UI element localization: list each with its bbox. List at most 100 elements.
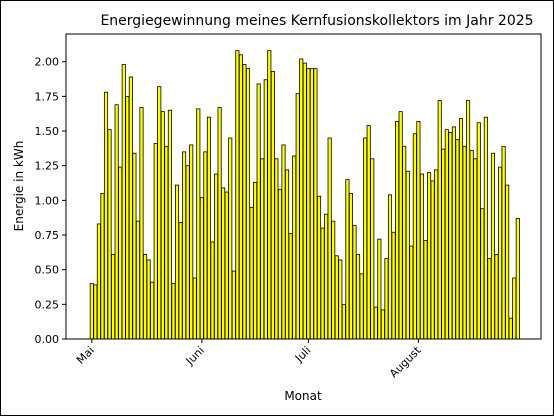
bar	[466, 100, 471, 340]
bar	[150, 281, 155, 340]
bar	[505, 184, 510, 340]
bar	[458, 118, 464, 340]
plot-frame	[65, 33, 542, 340]
bar	[334, 255, 339, 340]
bar	[384, 258, 389, 340]
bar	[356, 254, 361, 340]
x-tick-label: Mai	[74, 344, 97, 367]
bar	[473, 158, 478, 340]
bar	[490, 152, 495, 340]
x-tick-label: Juni	[183, 344, 207, 368]
bar	[309, 68, 314, 340]
bar	[132, 152, 137, 340]
bar	[455, 138, 460, 340]
bar	[281, 144, 286, 340]
chart-title: Energiegewinnung meines Kernfusionskolle…	[100, 13, 533, 29]
bar	[480, 208, 485, 340]
bar	[249, 206, 254, 340]
bar	[171, 283, 176, 340]
bar	[306, 68, 311, 340]
bar	[451, 126, 456, 340]
bars-layer	[89, 50, 520, 340]
bar	[515, 217, 520, 340]
bar	[469, 150, 474, 340]
bar	[128, 76, 133, 340]
bar	[285, 169, 290, 340]
bar	[203, 151, 208, 340]
bar	[423, 240, 428, 340]
bar	[299, 58, 304, 340]
bar	[327, 137, 332, 340]
bar	[476, 122, 481, 340]
bar	[498, 166, 503, 340]
bar	[103, 91, 109, 340]
bar	[338, 259, 343, 340]
bar	[380, 309, 385, 340]
bar	[157, 86, 162, 340]
bar	[348, 193, 353, 340]
bar	[256, 83, 261, 340]
y-tick-label: 2.00	[35, 56, 60, 69]
bar	[214, 173, 219, 340]
bar	[363, 137, 368, 340]
bar	[462, 145, 467, 340]
bar	[206, 116, 211, 340]
bar	[352, 224, 357, 340]
bar	[174, 184, 180, 340]
y-tick-label: 0.00	[35, 333, 60, 346]
x-tick-label: August	[387, 343, 424, 380]
bar	[427, 172, 432, 340]
bar	[274, 158, 279, 340]
bar	[238, 54, 243, 340]
bar	[93, 284, 98, 340]
bar	[483, 116, 488, 340]
bar	[377, 238, 382, 340]
bar	[196, 108, 201, 340]
bar	[139, 107, 144, 340]
bar	[228, 137, 233, 340]
bar	[153, 143, 158, 340]
bar	[437, 100, 442, 340]
bar	[107, 129, 112, 340]
bar	[331, 220, 336, 340]
bar	[185, 165, 190, 340]
bar	[370, 158, 375, 340]
bar	[441, 148, 446, 340]
bar	[402, 145, 407, 340]
bar	[512, 277, 517, 340]
y-tick-label: 0.75	[35, 229, 60, 242]
y-tick-label: 1.75	[35, 90, 60, 103]
bar	[419, 173, 424, 340]
bar	[114, 104, 119, 340]
y-tick-label: 1.00	[35, 194, 60, 207]
bar	[260, 158, 265, 340]
bar	[359, 273, 364, 340]
bar	[487, 258, 492, 340]
bar	[164, 145, 169, 340]
bar	[270, 71, 275, 340]
bar	[135, 220, 140, 340]
bar	[125, 95, 130, 340]
bar	[143, 254, 148, 340]
bar	[231, 270, 236, 340]
bar	[263, 79, 268, 340]
bar	[210, 241, 215, 340]
bar	[508, 317, 513, 340]
y-tick-label: 1.50	[35, 125, 60, 138]
y-axis-label: Energie in kWh	[12, 141, 26, 232]
bar	[345, 179, 350, 340]
bar	[398, 111, 403, 340]
y-tick-label: 1.25	[35, 160, 60, 173]
bar	[118, 166, 123, 340]
bar	[146, 259, 151, 340]
bar	[221, 187, 226, 340]
bar	[277, 188, 282, 340]
x-tick-label: Juli	[292, 344, 313, 365]
bar	[494, 254, 499, 340]
bar	[253, 181, 258, 340]
bar	[409, 245, 414, 340]
bar	[387, 194, 393, 340]
x-axis-label: Monat	[284, 389, 322, 403]
